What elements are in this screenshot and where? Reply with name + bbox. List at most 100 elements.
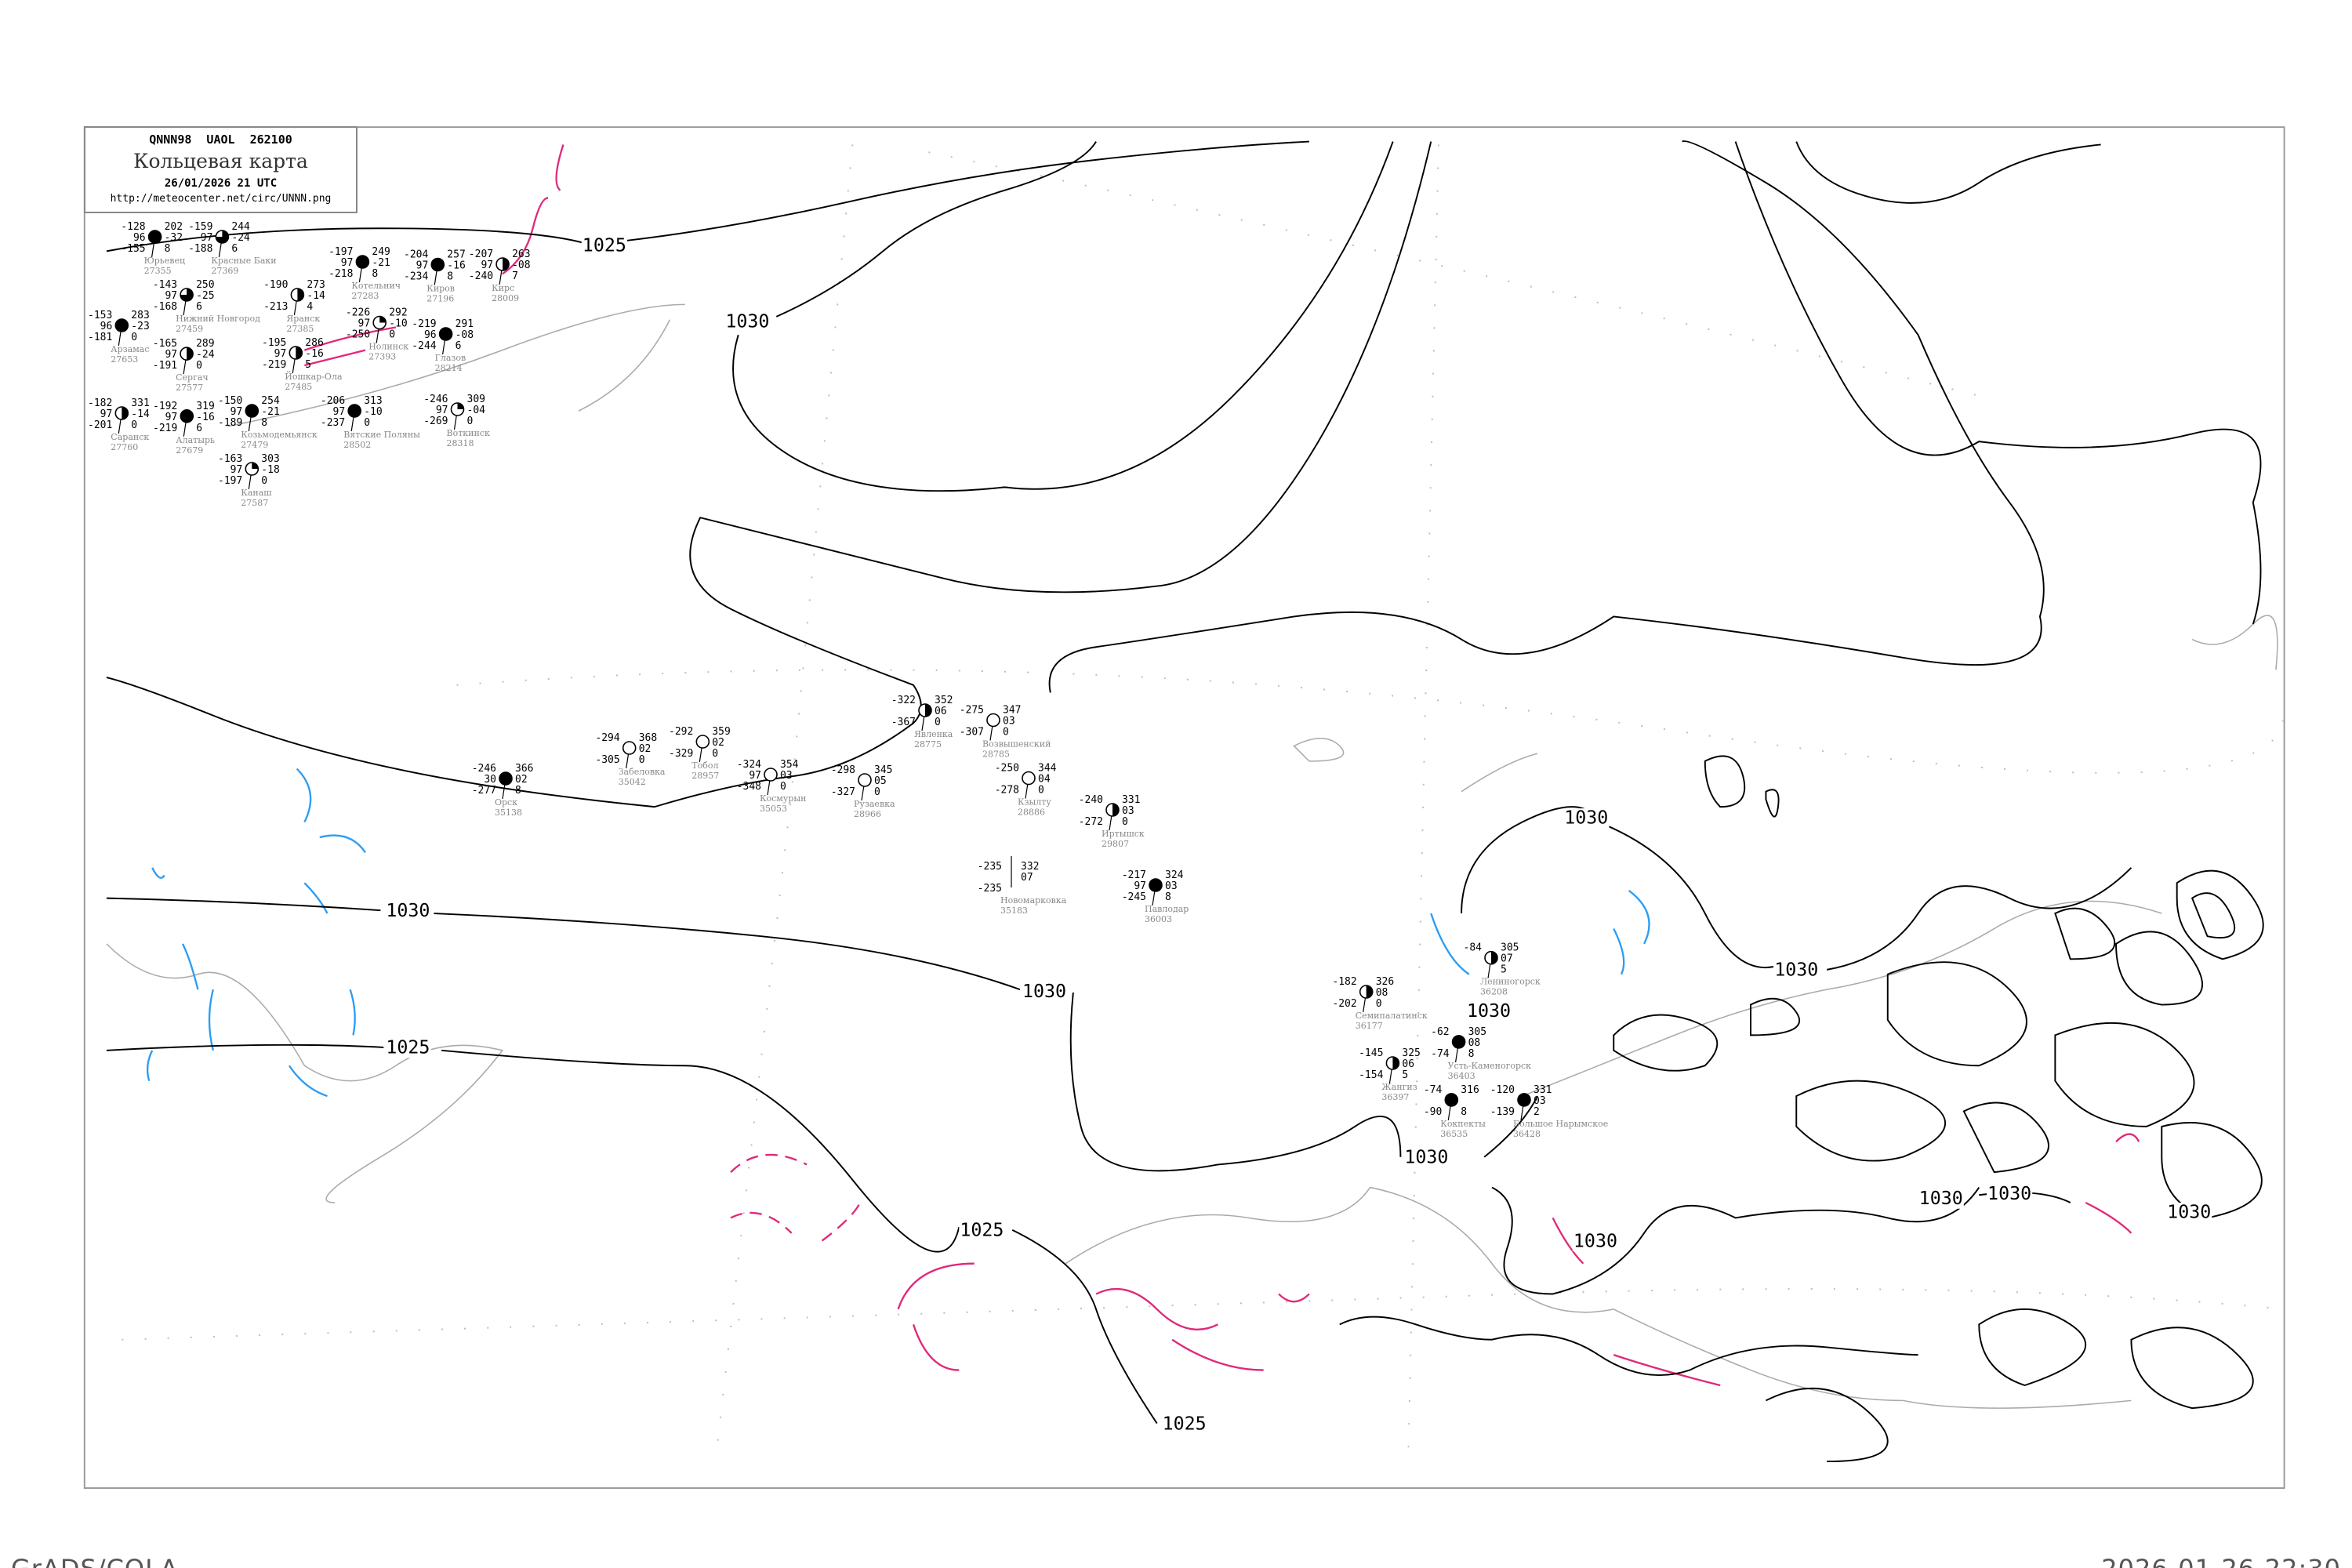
station-x: 0 <box>261 475 267 487</box>
station-dp: -14 <box>307 290 325 302</box>
station-t: -74 <box>1424 1084 1443 1096</box>
cloud-cover-fill <box>1491 951 1497 964</box>
station-t: -153 <box>88 310 112 321</box>
station-p: 289 <box>196 338 214 350</box>
cloud-cover-icon <box>430 257 445 272</box>
station-t: -84 <box>1464 942 1483 954</box>
station-p: 325 <box>1402 1047 1420 1059</box>
station-vis: 96 <box>133 232 146 244</box>
station-td: -181 <box>88 332 112 343</box>
station-id: 35053 <box>760 804 787 814</box>
station-x: 5 <box>1402 1069 1408 1081</box>
station-vis: 97 <box>341 257 354 269</box>
isobar-label-bg <box>1563 808 1610 829</box>
station-t: -324 <box>737 759 761 771</box>
isobar-wavy <box>1339 1316 1918 1377</box>
station-vis: 96 <box>424 329 437 341</box>
station-id: 27653 <box>111 354 138 365</box>
isobar-1030-northeast <box>1734 141 2262 625</box>
station-dp: -23 <box>131 321 149 332</box>
station-dp: -08 <box>456 329 474 341</box>
station-dp: 06 <box>1402 1058 1414 1070</box>
cloud-cover-fill <box>925 704 931 717</box>
station-vis: 97 <box>1134 880 1146 892</box>
station-vis: 97 <box>416 260 429 272</box>
isobar-label-bg <box>1161 1414 1207 1435</box>
station-x: 0 <box>874 786 880 798</box>
station-name: Жангиз <box>1381 1082 1417 1092</box>
station-name: Юрьевец <box>144 256 185 266</box>
station-dp: 04 <box>1038 774 1051 786</box>
station-p: 344 <box>1038 763 1057 775</box>
station-vis: 97 <box>201 232 213 244</box>
cloud-cover-icon <box>1022 771 1036 786</box>
station-vis: 97 <box>165 290 177 302</box>
station-name: Нолинск <box>368 342 408 352</box>
station-td: -305 <box>595 754 619 766</box>
station-id: 28214 <box>435 363 463 373</box>
station-td: -74 <box>1431 1048 1450 1060</box>
map-frame <box>83 126 2285 1490</box>
station-x: 6 <box>196 423 202 434</box>
station-x: 5 <box>305 359 311 371</box>
isobar-label: 1030 <box>1774 960 1818 981</box>
station-p: 263 <box>512 249 530 260</box>
station-p: 291 <box>456 318 474 330</box>
station-id: 35138 <box>495 808 522 818</box>
station-id: 28318 <box>447 438 474 448</box>
cloud-cover-icon <box>438 327 453 341</box>
isotherms-negative <box>303 144 2140 1387</box>
station-p: 309 <box>467 394 485 405</box>
station-x: 8 <box>1461 1106 1467 1118</box>
station-dp: 03 <box>1165 880 1178 892</box>
station-p: 254 <box>261 395 280 407</box>
station-id: 36177 <box>1356 1021 1383 1031</box>
cloud-cover-icon <box>499 771 513 786</box>
isobar-label: 1030 <box>1564 807 1608 828</box>
station-x: 0 <box>1038 785 1044 797</box>
station-x: 4 <box>307 301 313 313</box>
station-t: -292 <box>669 726 693 738</box>
isobar-label: 1030 <box>1573 1230 1617 1251</box>
station-name: Киров <box>426 284 455 294</box>
station-name: Орск <box>495 797 517 808</box>
station-td: -278 <box>995 785 1019 797</box>
cloud-cover-icon <box>180 409 194 423</box>
station-x: 8 <box>165 243 171 255</box>
station-p: 313 <box>364 395 382 407</box>
isobar-1030-central <box>106 141 1432 808</box>
isobar-label-bg <box>1465 1001 1512 1022</box>
station-name: Большое Нарымское <box>1513 1119 1608 1129</box>
station-vis: 97 <box>230 464 243 476</box>
station-p: 347 <box>1003 705 1021 717</box>
station-td: -327 <box>831 786 855 798</box>
station-t: -120 <box>1490 1084 1515 1096</box>
isobar-1025-north <box>106 140 1309 252</box>
station-id: 36428 <box>1513 1129 1541 1139</box>
isobar-closed <box>1886 961 2195 1127</box>
station-p: 305 <box>1468 1026 1486 1038</box>
lake-outline <box>1293 738 1538 793</box>
station-td: -237 <box>321 417 345 429</box>
station-td: -90 <box>1424 1106 1442 1118</box>
station-t: -246 <box>472 763 496 775</box>
station-dp: 08 <box>1468 1037 1481 1049</box>
station-x: 0 <box>131 419 137 431</box>
station-p: 326 <box>1376 976 1394 988</box>
station-t: -192 <box>153 401 177 412</box>
station-dp: -16 <box>447 260 465 272</box>
isobar-label-bg <box>385 1038 431 1058</box>
station-p: 257 <box>447 249 465 261</box>
isobar-label-bg <box>1986 1184 2033 1204</box>
station-dp: -14 <box>131 408 150 420</box>
cloud-cover-fill <box>1366 985 1373 998</box>
